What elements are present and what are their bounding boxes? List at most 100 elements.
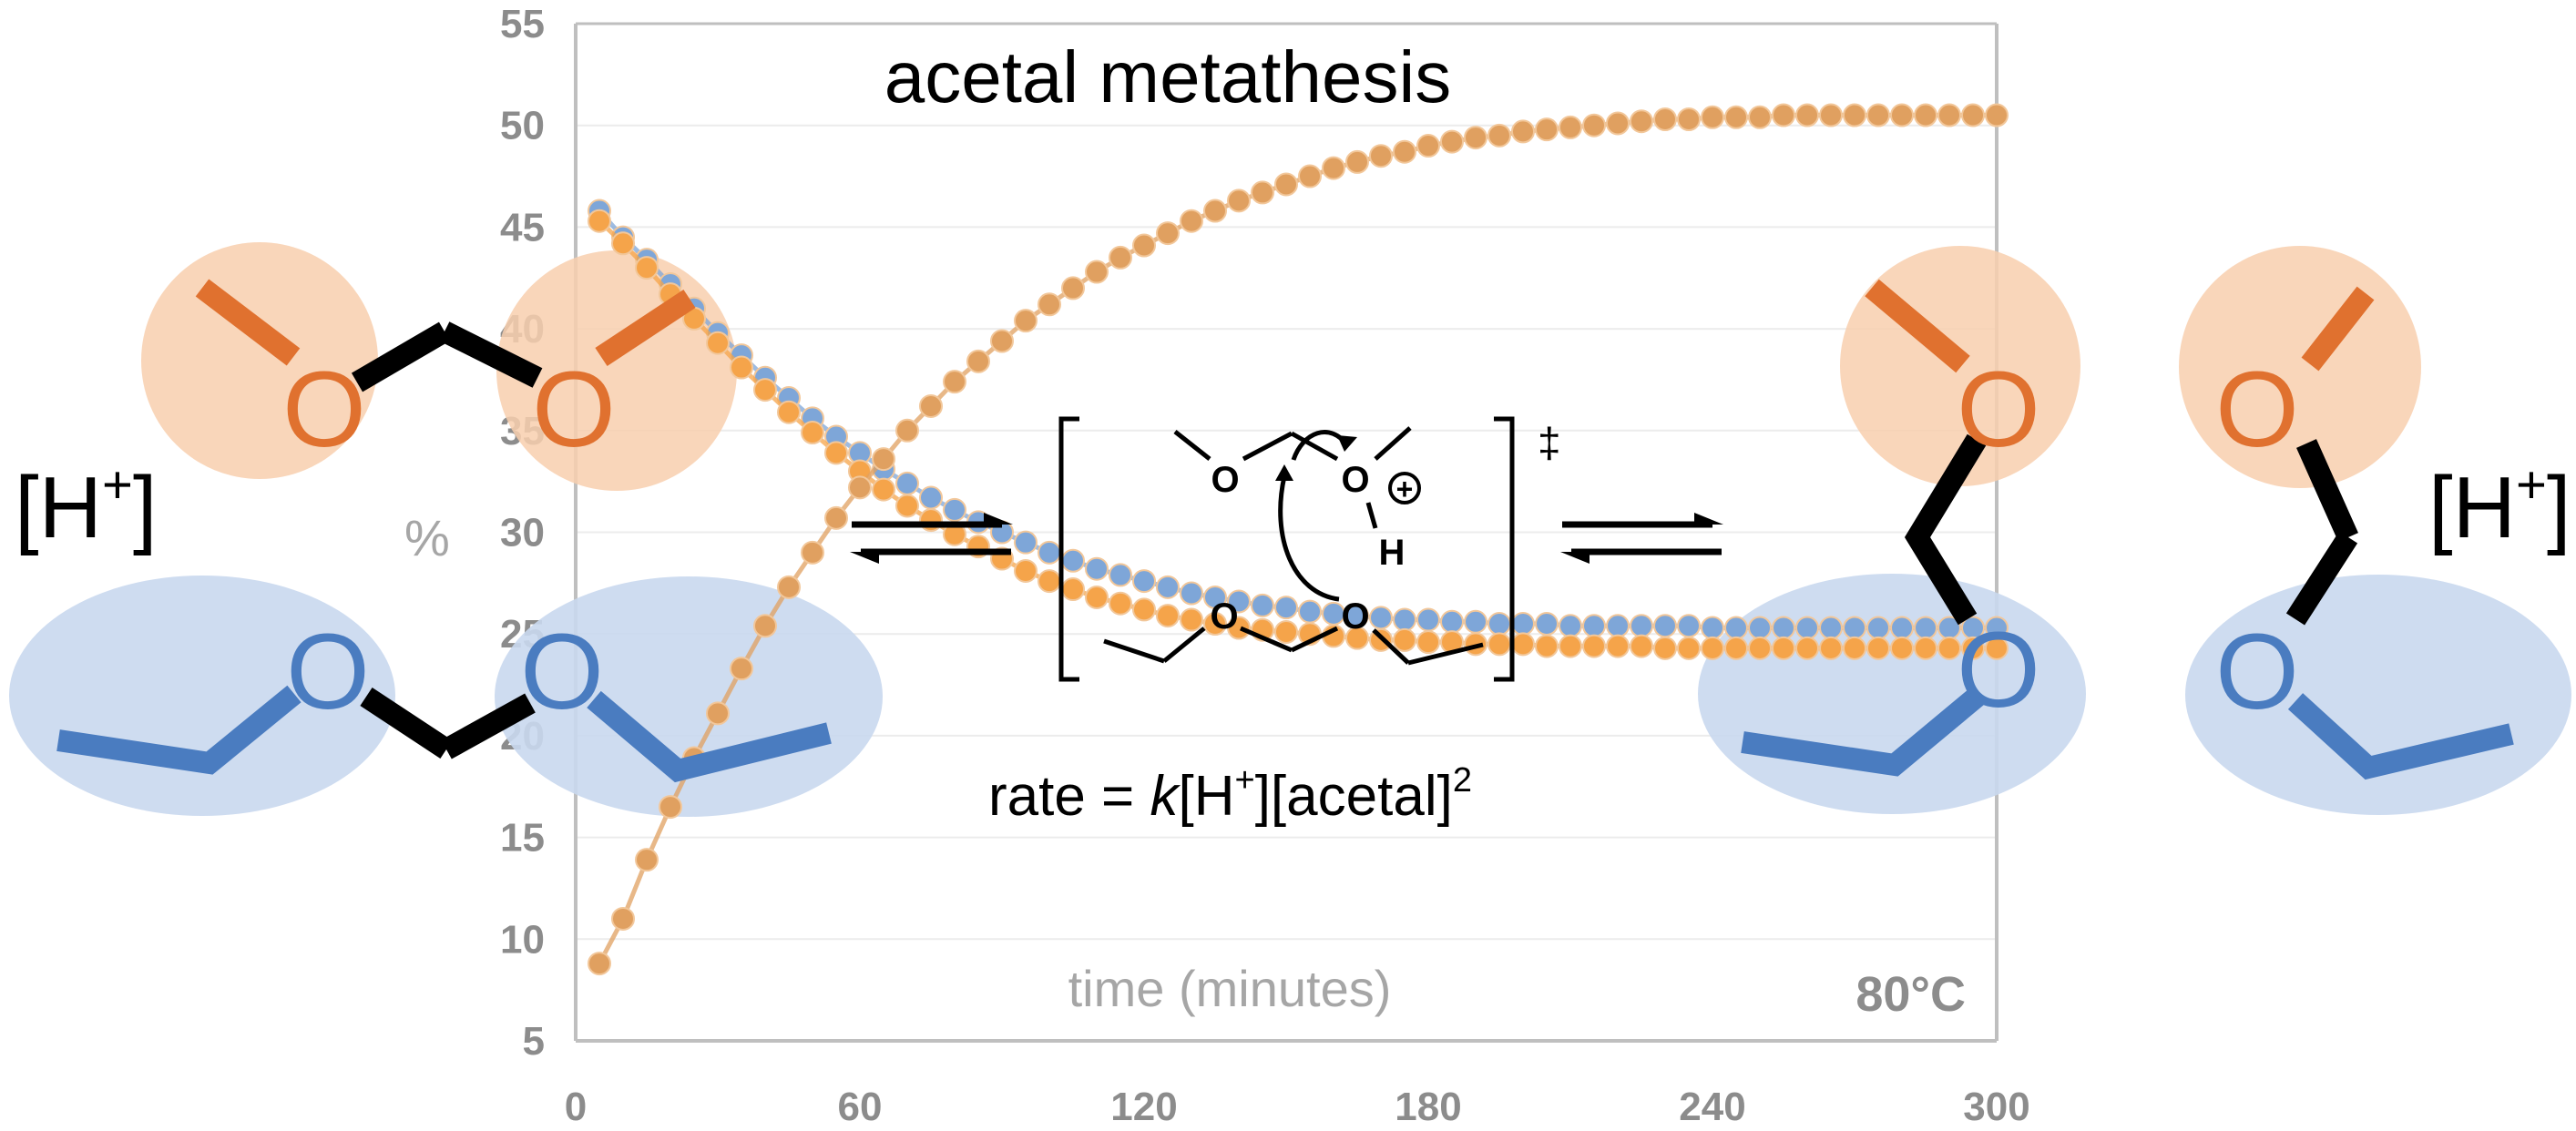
y-tick-label: 30 — [500, 511, 545, 555]
data-point — [1748, 616, 1772, 640]
molecule-bonds — [56, 279, 2514, 783]
data-point — [1843, 636, 1866, 660]
data-series — [588, 103, 2009, 976]
data-point — [1203, 612, 1227, 637]
data-point — [1511, 119, 1535, 144]
data-point — [1038, 292, 1061, 317]
data-point — [1464, 126, 1487, 150]
ts-atom: O — [1341, 596, 1369, 637]
data-point — [990, 329, 1014, 353]
data-point — [1416, 630, 1440, 655]
data-point — [1156, 575, 1180, 599]
data-point — [1606, 614, 1630, 638]
data-point — [1772, 616, 1795, 640]
data-point — [1511, 632, 1535, 657]
data-point — [1677, 107, 1701, 131]
ts-atom: O — [1211, 460, 1239, 500]
data-point — [1132, 597, 1156, 622]
data-point — [1535, 612, 1559, 637]
data-point — [1345, 149, 1369, 174]
data-point — [1298, 164, 1322, 188]
data-point — [777, 575, 801, 599]
atom-label: O — [532, 350, 616, 470]
data-point — [1701, 636, 1724, 660]
x-tick-label: 0 — [565, 1085, 587, 1129]
data-point — [1701, 616, 1724, 640]
data-point — [1819, 616, 1843, 640]
data-point — [1251, 180, 1274, 205]
atom-label: O — [2215, 612, 2299, 732]
data-point — [1369, 144, 1393, 168]
data-point — [659, 795, 682, 820]
y-tick-labels: 510152025303540455055 — [500, 2, 545, 1064]
data-point — [753, 378, 777, 402]
data-point — [1748, 636, 1772, 660]
data-point — [1345, 626, 1369, 650]
data-point — [1369, 606, 1393, 630]
series-line — [597, 113, 1997, 965]
x-tick-labels: 0 60 120 180 240 300 — [565, 1085, 2030, 1129]
data-point — [1866, 616, 1890, 640]
data-point — [895, 471, 919, 495]
data-point — [1180, 581, 1203, 606]
data-point — [1559, 614, 1582, 638]
data-point — [1487, 123, 1511, 148]
data-point — [777, 400, 801, 424]
data-point — [635, 256, 659, 280]
data-point — [824, 441, 848, 465]
data-point — [1085, 585, 1109, 609]
data-point — [1061, 577, 1085, 602]
data-point — [706, 331, 730, 355]
x-tick-label: 60 — [838, 1085, 883, 1129]
data-point — [1014, 530, 1038, 555]
data-point — [1819, 103, 1843, 127]
transition-state-dagger: ‡ — [1538, 419, 1561, 466]
data-point — [1843, 616, 1866, 640]
series-group — [588, 103, 2009, 976]
catalyst-label-left: [H+] — [15, 455, 158, 556]
data-point — [1085, 556, 1109, 581]
y-tick-label: 45 — [500, 205, 545, 250]
data-point — [1535, 634, 1559, 658]
data-point — [1440, 129, 1464, 154]
data-point — [1038, 569, 1061, 594]
data-point — [1416, 607, 1440, 632]
data-point — [1582, 113, 1606, 138]
data-point — [1038, 540, 1061, 565]
plot-frame — [574, 22, 1998, 1043]
data-point — [1559, 115, 1582, 139]
data-point — [1061, 276, 1085, 301]
chart-title: acetal metathesis — [884, 36, 1452, 117]
y-tick-label: 55 — [500, 2, 545, 46]
data-point — [1890, 103, 1914, 127]
data-point — [1014, 309, 1038, 333]
molecule-atoms: O O O O O O O O — [282, 350, 2299, 732]
data-point — [943, 370, 966, 394]
y-tick-label: 5 — [523, 1019, 545, 1064]
x-axis-title: time (minutes) — [1068, 960, 1392, 1017]
data-point — [635, 848, 659, 872]
data-point — [801, 540, 824, 565]
data-point — [1227, 589, 1251, 614]
data-point — [1180, 209, 1203, 233]
transition-state: ‡ O O H O O + — [1058, 416, 1561, 682]
data-point — [1961, 636, 1985, 660]
atom-label: O — [2215, 350, 2299, 470]
data-point — [1914, 616, 1937, 640]
data-point — [1772, 103, 1795, 127]
data-point — [1653, 614, 1677, 638]
equilibrium-arrow-right — [1560, 513, 1723, 564]
data-point — [1393, 139, 1416, 164]
data-point — [1298, 599, 1322, 624]
ts-atom: H — [1379, 533, 1406, 573]
data-point — [1653, 107, 1677, 131]
ts-atom: O — [1210, 596, 1238, 637]
data-point — [1559, 634, 1582, 658]
data-point — [1677, 636, 1701, 660]
data-point — [1937, 636, 1961, 660]
data-point — [1274, 619, 1298, 644]
ts-charge: + — [1396, 473, 1414, 505]
data-point — [1630, 614, 1653, 638]
data-point — [1606, 634, 1630, 658]
